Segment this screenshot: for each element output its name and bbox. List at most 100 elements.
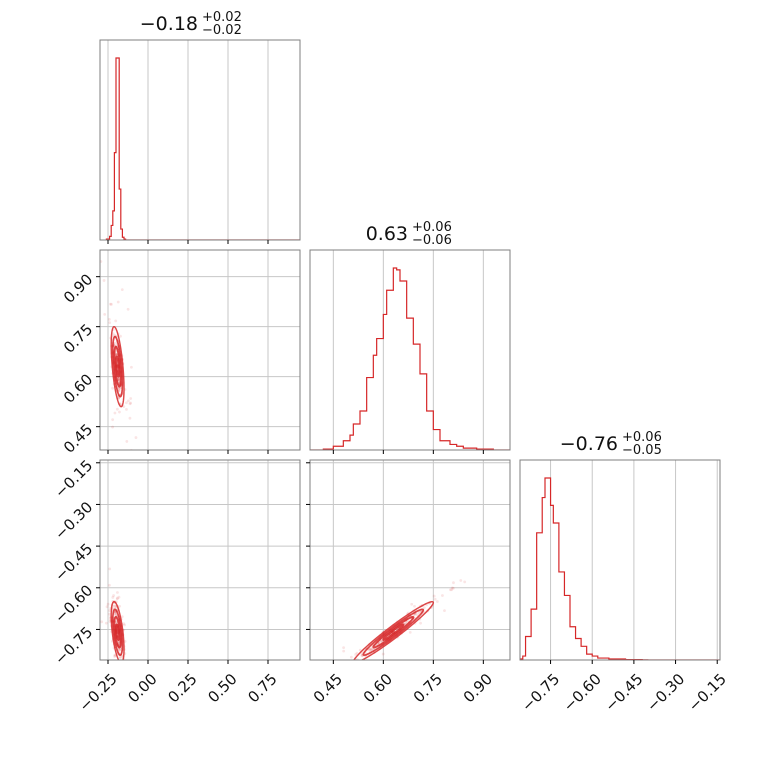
scatter-point bbox=[118, 655, 122, 659]
scatter-point bbox=[381, 652, 385, 656]
scatter-point bbox=[422, 606, 426, 610]
panel-2-1 bbox=[280, 459, 511, 721]
scatter-point bbox=[109, 302, 113, 306]
scatter-point bbox=[123, 676, 126, 679]
y-tick-label: −0.30 bbox=[51, 498, 96, 543]
scatter-point bbox=[109, 302, 112, 306]
param-title-plus: +0.06 bbox=[622, 430, 662, 445]
scatter-point bbox=[433, 597, 437, 601]
panel-frame bbox=[99, 39, 301, 241]
scatter-point bbox=[128, 416, 132, 420]
scatter-point bbox=[463, 580, 467, 584]
x-tick-label: 0.60 bbox=[360, 670, 396, 706]
x-tick-label: 0.25 bbox=[164, 670, 200, 706]
x-tick-label: −0.15 bbox=[685, 670, 730, 715]
scatter-point bbox=[354, 653, 358, 656]
scatter-point bbox=[116, 300, 120, 304]
param-title-value: −0.76 bbox=[560, 433, 618, 455]
scatter-point bbox=[350, 663, 353, 666]
x-tick-label: −0.30 bbox=[643, 670, 688, 715]
panel-1-0 bbox=[96, 249, 301, 454]
scatter-point bbox=[359, 677, 362, 680]
scatter-point bbox=[129, 397, 133, 400]
scatter-point bbox=[280, 718, 283, 721]
scatter-point bbox=[125, 440, 129, 443]
scatter-point bbox=[111, 418, 115, 422]
scatter-point bbox=[125, 669, 128, 672]
scatter-point bbox=[111, 596, 115, 599]
scatter-point bbox=[346, 668, 349, 671]
x-tick-label: 0.00 bbox=[124, 670, 160, 706]
scatter-point bbox=[370, 648, 374, 651]
contour-line bbox=[110, 325, 125, 408]
scatter-point bbox=[344, 662, 347, 665]
scatter-point bbox=[131, 664, 134, 667]
scatter-point bbox=[114, 352, 118, 356]
param-title-minus: −0.05 bbox=[622, 443, 662, 458]
scatter-point bbox=[116, 596, 119, 600]
scatter-point bbox=[108, 321, 112, 325]
scatter-point bbox=[348, 662, 351, 665]
panel-frame bbox=[519, 459, 721, 661]
scatter-point bbox=[350, 669, 353, 672]
scatter-point bbox=[108, 583, 111, 587]
contour-line bbox=[114, 623, 121, 641]
contour-line bbox=[110, 600, 125, 660]
histogram-step bbox=[520, 477, 720, 660]
x-tick-label: −0.45 bbox=[601, 670, 646, 715]
scatter-point bbox=[111, 425, 114, 429]
scatter-point bbox=[100, 620, 104, 624]
scatter-point bbox=[369, 648, 373, 652]
scatter-point bbox=[451, 586, 455, 590]
panel-frame bbox=[99, 249, 301, 451]
contour-line bbox=[113, 345, 122, 388]
scatter-point bbox=[342, 649, 346, 653]
scatter-point bbox=[108, 609, 111, 612]
scatter-point bbox=[404, 621, 407, 625]
scatter-point bbox=[111, 386, 114, 390]
scatter-point bbox=[113, 604, 117, 608]
scatter-point bbox=[340, 665, 343, 668]
scatter-point bbox=[114, 319, 118, 323]
contour-line bbox=[362, 608, 425, 656]
y-tick-label: −0.75 bbox=[51, 623, 96, 668]
scatter-point bbox=[100, 260, 103, 263]
scatter-point bbox=[118, 604, 121, 608]
panel-content bbox=[100, 567, 134, 679]
contour-line bbox=[113, 615, 122, 649]
density-core bbox=[115, 364, 120, 369]
x-tick-label: −0.25 bbox=[76, 670, 121, 715]
x-tick-label: 0.75 bbox=[410, 670, 446, 706]
scatter-point bbox=[122, 405, 126, 409]
scatter-point bbox=[449, 588, 452, 592]
scatter-point bbox=[369, 647, 373, 651]
scatter-point bbox=[120, 615, 124, 618]
y-tick-label: −0.45 bbox=[51, 540, 96, 585]
scatter-point bbox=[126, 307, 130, 311]
scatter-point bbox=[362, 660, 365, 663]
scatter-point bbox=[342, 646, 346, 650]
x-tick-label: 0.50 bbox=[204, 670, 240, 706]
scatter-point bbox=[120, 661, 123, 664]
scatter-point bbox=[358, 648, 362, 652]
scatter-point bbox=[117, 640, 121, 643]
panel-frame bbox=[309, 459, 511, 661]
contour-line bbox=[114, 355, 121, 378]
scatter-point bbox=[111, 332, 115, 336]
scatter-point bbox=[443, 609, 446, 613]
scatter-point bbox=[117, 378, 120, 381]
scatter-point bbox=[337, 662, 340, 665]
panel-content bbox=[100, 260, 138, 450]
scatter-point bbox=[113, 655, 117, 658]
scatter-point bbox=[115, 597, 119, 601]
scatter-point bbox=[104, 621, 108, 625]
scatter-point bbox=[108, 612, 111, 616]
scatter-point bbox=[357, 665, 360, 668]
panel-0-0 bbox=[99, 39, 301, 244]
scatter-point bbox=[129, 401, 133, 405]
scatter-point bbox=[360, 654, 364, 657]
panel-2-2 bbox=[519, 459, 721, 664]
contour-line bbox=[111, 335, 124, 398]
scatter-point bbox=[367, 648, 371, 652]
scatter-point bbox=[379, 639, 383, 643]
